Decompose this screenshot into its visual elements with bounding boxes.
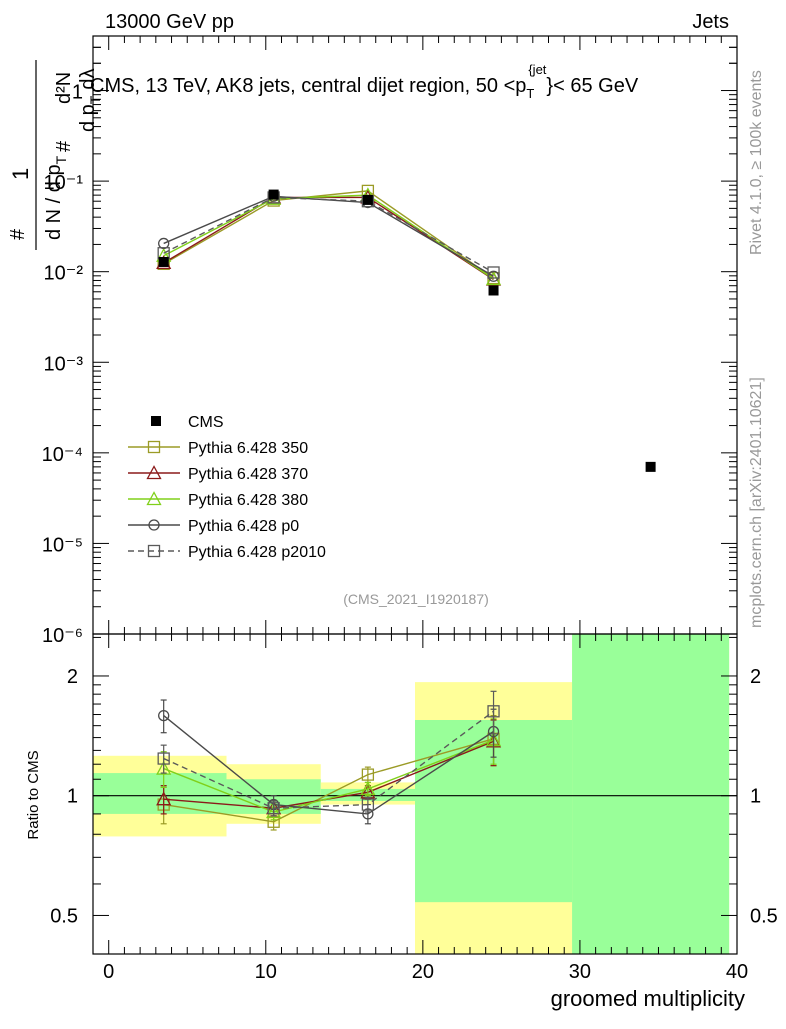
legend-label-p0: Pythia 6.428 p0 bbox=[188, 518, 299, 535]
main-ytick-label: 1 bbox=[72, 82, 83, 104]
legend-label-p380: Pythia 6.428 380 bbox=[188, 492, 308, 509]
legend-marker-p370 bbox=[146, 465, 162, 480]
main-line-p350 bbox=[163, 190, 494, 279]
legend: CMS Pythia 6.428 350 Pythia 6.428 370 Pythi… bbox=[128, 414, 326, 561]
main-series-layer bbox=[156, 184, 656, 472]
side-rivet-text: Rivet 4.1.0, ≥ 100k events bbox=[748, 70, 765, 255]
main-point-p2010 bbox=[487, 266, 500, 279]
main-point-p0 bbox=[158, 237, 170, 250]
ratio-ytick-label-left: 2 bbox=[67, 666, 78, 688]
ratio-line-p350 bbox=[163, 738, 494, 823]
main-point-cms bbox=[362, 194, 373, 205]
ratio-point-p380 bbox=[266, 804, 282, 819]
legend-label-cms: CMS bbox=[188, 414, 224, 431]
uncertainty-bands bbox=[93, 634, 730, 954]
header-right: Jets bbox=[692, 11, 729, 33]
main-point-cms bbox=[645, 461, 656, 472]
ratio-xlabel: groomed multiplicity bbox=[551, 986, 745, 1011]
main-ytick-label: 10⁻⁵ bbox=[42, 534, 83, 556]
main-point-cms bbox=[158, 256, 169, 267]
main-ytick-label: 10⁻¹ bbox=[44, 172, 84, 194]
ratio-point-p2010 bbox=[487, 705, 500, 718]
legend-marker-p380 bbox=[146, 491, 162, 506]
ylabel-numerator: 1 bbox=[8, 168, 33, 180]
ratio-plot-frame bbox=[92, 633, 738, 955]
ratio-point-p0 bbox=[158, 709, 170, 722]
ratio-ytick-label-right: 2 bbox=[750, 666, 761, 688]
plot-title-post: }< 65 GeV bbox=[546, 75, 638, 97]
ratio-xtick-label: 20 bbox=[412, 961, 434, 983]
main-point-cms bbox=[268, 189, 279, 200]
legend-label-p350: Pythia 6.428 350 bbox=[188, 440, 308, 457]
ratio-xtick-label: 0 bbox=[103, 961, 114, 983]
ratio-ytick-label-left: 0.5 bbox=[50, 905, 78, 927]
legend-marker-p0 bbox=[148, 519, 160, 531]
ylabel-second-hash: # bbox=[53, 140, 75, 152]
main-line-p380 bbox=[163, 194, 494, 280]
ratio-series-layer bbox=[156, 690, 502, 831]
ratio-xtick-label: 40 bbox=[726, 961, 748, 983]
ratio-point-p380 bbox=[156, 760, 172, 775]
main-ytick-label: 10⁻² bbox=[44, 263, 84, 285]
ratio-ytick-label-right: 0.5 bbox=[750, 905, 778, 927]
band-green-4 bbox=[572, 634, 730, 954]
side-mcplots-text: mcplots.cern.ch [arXiv:2401.10621] bbox=[748, 377, 765, 628]
ratio-point-p2010 bbox=[361, 798, 375, 811]
band-green-0 bbox=[93, 773, 227, 814]
legend-marker-p2010 bbox=[147, 544, 161, 558]
ratio-ylabel: Ratio to CMS bbox=[25, 750, 42, 839]
ratio-xtick-label: 30 bbox=[569, 961, 591, 983]
ratio-point-p350 bbox=[361, 768, 375, 781]
ratio-line-p380 bbox=[163, 739, 494, 813]
legend-marker-p350 bbox=[147, 440, 161, 454]
ratio-point-p2010 bbox=[157, 752, 170, 765]
ylabel-denominator: d N / d pT bbox=[43, 155, 69, 240]
ratio-point-p370 bbox=[156, 791, 172, 806]
plot-title-sub: T bbox=[526, 86, 534, 101]
plot-title-sup: {jet bbox=[528, 62, 546, 77]
main-ytick-label: 10⁻⁴ bbox=[42, 444, 83, 466]
ylabel-rhs-den: d pTdλ bbox=[77, 69, 103, 133]
legend-label-p370: Pythia 6.428 370 bbox=[188, 466, 308, 483]
main-ylabel: # 1 d N / d pT # d²N d pTdλ bbox=[7, 60, 103, 250]
ratio-ytick-label-left: 1 bbox=[67, 786, 78, 808]
main-line-p2010 bbox=[163, 196, 494, 274]
plot-title-main: CMS, 13 TeV, AK8 jets, central dijet reg… bbox=[90, 75, 526, 97]
plot-title: CMS, 13 TeV, AK8 jets, central dijet reg… bbox=[90, 62, 639, 101]
main-line-p370 bbox=[163, 196, 494, 281]
ratio-xtick-label: 10 bbox=[255, 961, 277, 983]
axis-ticks: 0 10 20 30 40 10⁻⁶ 10⁻⁵ 10⁻⁴ 10⁻³ 10⁻² 10⁻¹ 1 0.5 0.5… bbox=[42, 35, 778, 983]
ratio-line-p2010 bbox=[163, 710, 494, 809]
main-ytick-label: 10⁻⁶ bbox=[42, 625, 83, 647]
ratio-ytick-label-right: 1 bbox=[750, 786, 761, 808]
main-point-cms bbox=[488, 285, 499, 296]
ylabel-rhs-numerator: d²N bbox=[53, 72, 75, 104]
analysis-id: (CMS_2021_I1920187) bbox=[343, 591, 489, 607]
ratio-point-p380 bbox=[360, 781, 376, 796]
header-left: 13000 GeV pp bbox=[105, 11, 234, 33]
legend-marker-cms bbox=[151, 416, 161, 426]
ratio-point-p2010 bbox=[267, 802, 280, 815]
ratio-line-p0 bbox=[163, 715, 494, 815]
main-ytick-label: 10⁻³ bbox=[44, 353, 84, 375]
legend-label-p2010: Pythia 6.428 p2010 bbox=[188, 544, 326, 561]
main-line-p0 bbox=[163, 195, 494, 277]
ylabel-hash-left: # bbox=[7, 228, 29, 240]
